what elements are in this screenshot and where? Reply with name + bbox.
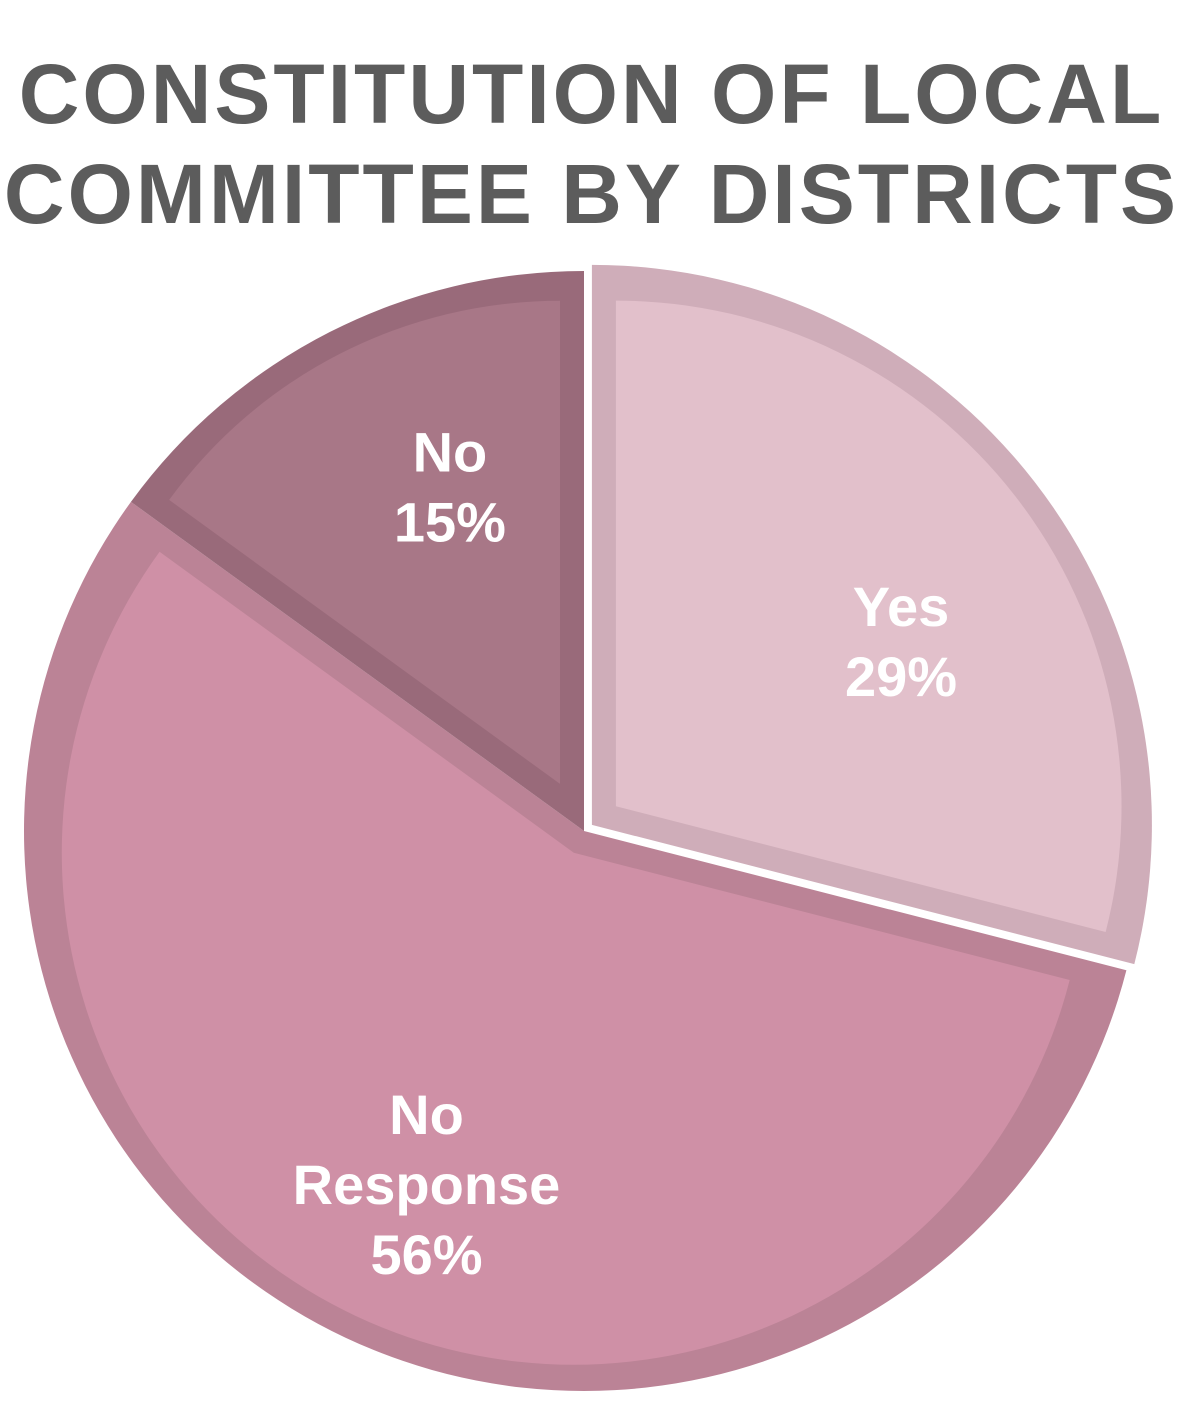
slice-label-text: No [413,421,488,484]
slice-label-3: No 15% [394,421,506,554]
pie-slices [24,264,1152,1391]
pie-slice-face [61,551,1070,1365]
chart-title-line-2: COMMITTEE BY DISTRICTS [3,147,1180,241]
pie-slice-1 [591,264,1152,965]
pie-slice-face [169,300,561,784]
pie-slice-2 [24,501,1127,1391]
slice-label-text: No [389,1083,464,1146]
slice-value-label: 29% [845,645,957,708]
pie-slice-face [615,300,1122,932]
pie-slice-3 [130,271,584,831]
pie-labels: Yes 29% No Response 56% No 15% [293,421,957,1286]
slice-label-text: Response [293,1153,561,1216]
slice-label-text: Yes [853,575,950,638]
slice-label-1: Yes 29% [845,575,957,708]
slice-value-label: 15% [394,491,506,554]
chart-title: CONSTITUTION OF LOCAL COMMITTEE BY DISTR… [0,44,1183,244]
slice-value-label: 56% [370,1223,482,1286]
chart-title-line-1: CONSTITUTION OF LOCAL [18,47,1165,141]
slice-label-2: No Response 56% [293,1083,561,1286]
